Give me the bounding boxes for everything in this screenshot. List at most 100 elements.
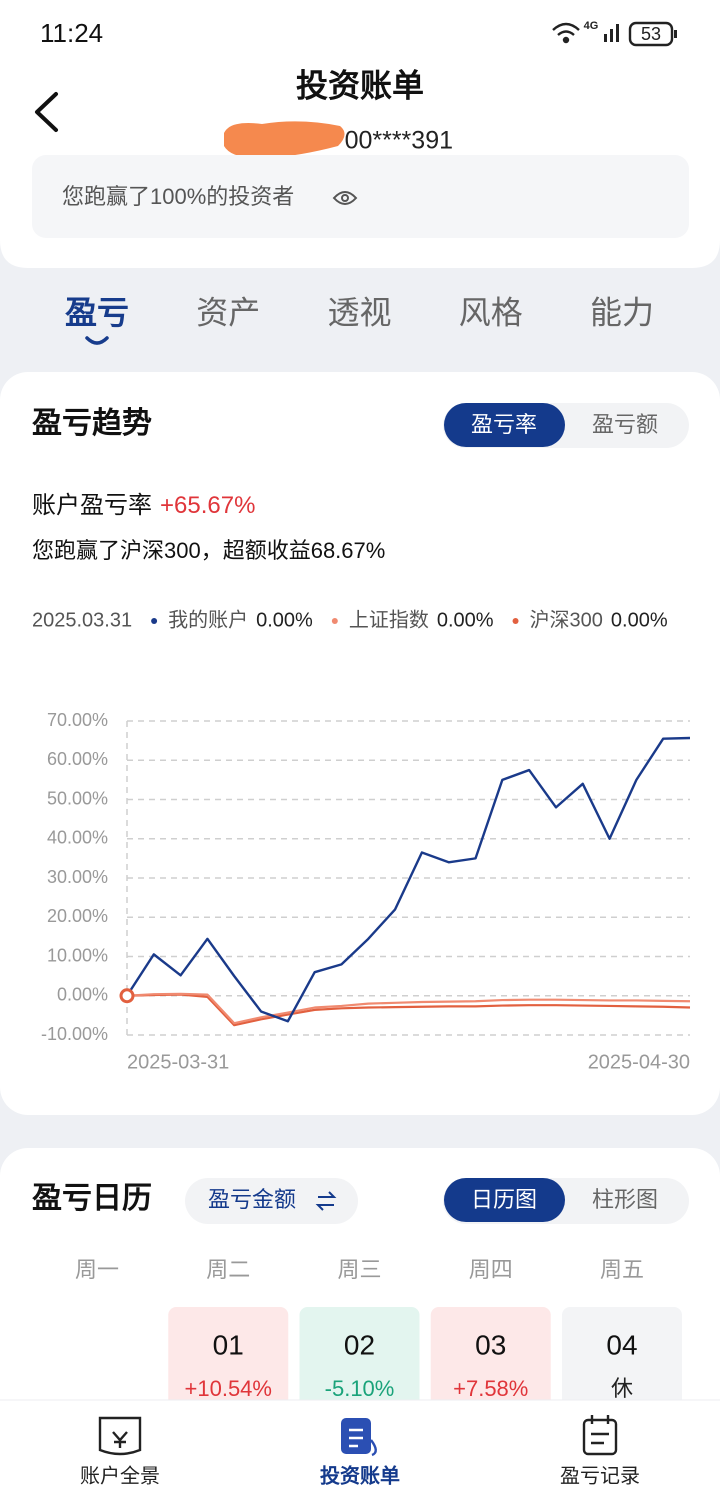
y-tick-label: 10.00% xyxy=(47,945,108,965)
battery-outline xyxy=(628,21,674,47)
plot: -10.00% 0.00% 10.00% 20.00% 30.00% 40.00% 50.0… xyxy=(41,710,691,1073)
page-title: 投资账单 xyxy=(296,67,424,103)
toggle-active xyxy=(444,1178,565,1222)
calendar-title: 盈亏日历 xyxy=(32,1182,152,1215)
nav-icon-bill xyxy=(341,1418,371,1454)
toggle-option[interactable]: 盈亏率 xyxy=(471,412,537,437)
nav-icon-bill xyxy=(370,1439,377,1457)
back-button[interactable] xyxy=(35,92,58,132)
legend-name: 我的账户 xyxy=(168,608,248,631)
nav-icon-overview xyxy=(98,1416,142,1456)
weekday: 周三 xyxy=(337,1257,381,1282)
legend-value: 0.00% xyxy=(437,609,494,631)
nav-icon-record xyxy=(582,1418,618,1456)
day-cell[interactable] xyxy=(168,1307,289,1411)
tab[interactable]: 资产 xyxy=(196,294,260,330)
legend-value: 0.00% xyxy=(611,609,668,631)
status-icons xyxy=(552,21,677,47)
y-tick-label: 0.00% xyxy=(57,985,108,1005)
nav-label[interactable]: 投资账单 xyxy=(320,1463,400,1487)
eye-outline xyxy=(332,191,358,205)
day-cell[interactable] xyxy=(299,1307,420,1411)
y-tick-label: 20.00% xyxy=(47,906,108,926)
wifi-icon xyxy=(562,36,570,44)
legend-name: 上证指数 xyxy=(349,608,429,631)
nav-icon-bill xyxy=(349,1428,363,1448)
x-tick-label: 2025-04-30 xyxy=(588,1051,690,1073)
day-value: -5.10% xyxy=(325,1376,395,1401)
rate-value: +65.67% xyxy=(160,492,255,519)
start-marker xyxy=(119,988,135,1004)
battery-tip xyxy=(674,30,677,38)
toggle-option[interactable]: 日历图 xyxy=(471,1187,537,1212)
trend-title: 盈亏趋势 xyxy=(32,407,152,440)
redaction xyxy=(224,121,345,159)
legend-date: 2025.03.31 xyxy=(32,609,132,631)
tab[interactable]: 透视 xyxy=(327,294,391,330)
legend: 2025.03.31 我的账户 0.00% 上证指数 0.00% 沪深300 0.00% xyxy=(32,608,668,631)
weekday: 周五 xyxy=(600,1257,644,1282)
tab[interactable]: 能力 xyxy=(590,294,654,330)
y-tick-label: -10.00% xyxy=(41,1024,108,1044)
tab-indicator xyxy=(85,336,109,345)
nav-items: 账户全景 投资账单 盈亏记录 xyxy=(80,1463,640,1487)
y-tick-label: 40.00% xyxy=(47,828,108,848)
y-tick-label: 50.00% xyxy=(47,788,108,808)
battery-level: 53 xyxy=(641,24,661,44)
wifi-icon xyxy=(557,30,575,36)
toggle-option[interactable]: 盈亏额 xyxy=(592,412,658,437)
weekday: 周四 xyxy=(469,1257,513,1282)
rate-line: 账户盈亏率 +65.67% xyxy=(32,492,255,519)
series-line xyxy=(125,736,691,1023)
status-time: 11:24 xyxy=(40,18,103,48)
x-tick-label: 2025-03-31 xyxy=(127,1051,229,1073)
signal-bar xyxy=(616,24,619,42)
signal-bar xyxy=(604,34,607,42)
trend-summary: 您跑赢了沪深300，超额收益68.67% xyxy=(32,538,385,563)
day-value: +7.58% xyxy=(453,1376,528,1401)
day-cell[interactable] xyxy=(562,1307,682,1411)
y-tick-label: 70.00% xyxy=(47,710,108,730)
legend-dot xyxy=(331,618,338,624)
day-date: 04 xyxy=(606,1329,637,1360)
network-type: 4G xyxy=(584,20,599,32)
account-number: 00****391 xyxy=(345,127,453,155)
nav-icon-record xyxy=(590,1415,610,1445)
signal-bar xyxy=(610,29,613,42)
weekday: 周一 xyxy=(75,1257,119,1282)
eye-pupil xyxy=(341,194,349,202)
mode-button[interactable] xyxy=(185,1178,358,1224)
day-cell[interactable] xyxy=(430,1307,551,1411)
day-value: +10.54% xyxy=(185,1376,272,1401)
legend-value: 0.00% xyxy=(256,609,313,631)
trend-toggle-items: 盈亏率 盈亏额 xyxy=(444,403,658,447)
legend-dot xyxy=(512,618,519,624)
legend-dot xyxy=(151,618,158,624)
banner xyxy=(32,155,689,238)
tab[interactable]: 盈亏 xyxy=(65,294,129,330)
y-tick-label: 30.00% xyxy=(47,867,108,887)
tab[interactable]: 风格 xyxy=(459,294,523,330)
switch-icon xyxy=(315,1191,337,1211)
weekday: 周二 xyxy=(206,1257,250,1282)
switch-arrow xyxy=(318,1191,337,1198)
day-date: 02 xyxy=(344,1329,375,1360)
day-date: 03 xyxy=(475,1329,506,1360)
wifi-icon xyxy=(552,22,580,31)
banner-text: 您跑赢了100%的投资者 xyxy=(62,184,294,209)
mode-label: 盈亏金额 xyxy=(208,1187,296,1212)
y-tick-label: 60.00% xyxy=(47,749,108,769)
toggle-option[interactable]: 柱形图 xyxy=(592,1187,658,1212)
trend-card xyxy=(0,372,720,1115)
nav-label[interactable]: 账户全景 xyxy=(80,1464,160,1487)
eye-icon[interactable] xyxy=(332,191,358,205)
nav-label[interactable]: 盈亏记录 xyxy=(560,1464,640,1487)
switch-arrow xyxy=(315,1204,334,1211)
series-line xyxy=(126,992,691,1025)
toggle-active xyxy=(444,403,565,447)
day-value: 休 xyxy=(611,1376,633,1401)
series-line xyxy=(126,993,691,1027)
day-date: 01 xyxy=(213,1329,244,1360)
